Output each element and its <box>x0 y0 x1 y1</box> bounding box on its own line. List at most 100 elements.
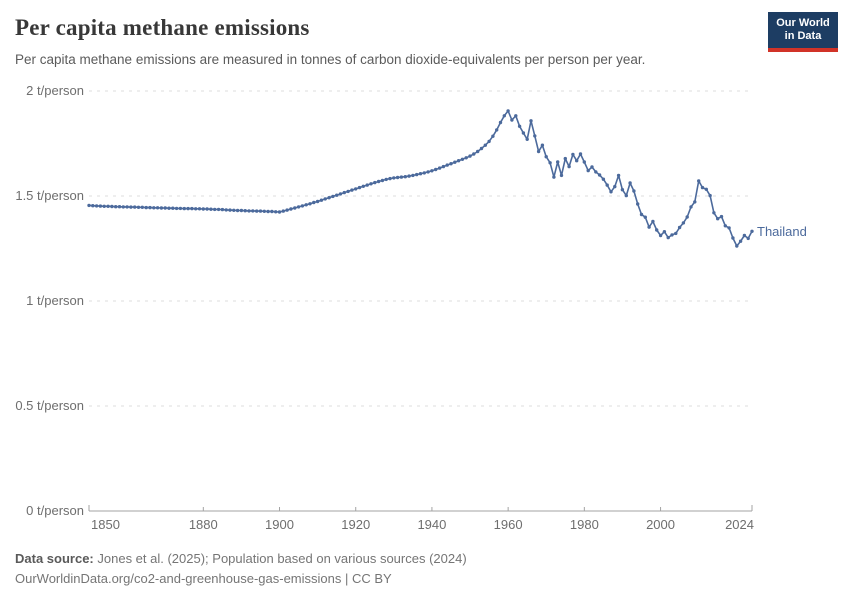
data-point <box>167 206 171 210</box>
x-axis-tick-label: 1940 <box>417 517 447 532</box>
chart-footer: Data source: Jones et al. (2025); Popula… <box>15 549 467 589</box>
data-point <box>639 212 644 217</box>
data-point <box>597 173 602 177</box>
data-point <box>411 173 415 178</box>
data-point <box>136 205 141 209</box>
data-point <box>373 180 377 185</box>
data-point <box>735 244 739 248</box>
data-point <box>293 206 297 210</box>
x-axis-tick-label: 2000 <box>646 517 675 532</box>
data-point <box>239 208 244 213</box>
data-point <box>655 228 659 232</box>
data-point <box>155 206 160 210</box>
data-point <box>453 160 457 164</box>
data-point <box>258 209 263 213</box>
data-point <box>201 207 205 211</box>
data-point <box>133 205 137 209</box>
data-point <box>399 175 404 179</box>
data-point <box>369 182 373 186</box>
owid-logo-red-strip <box>768 48 838 52</box>
data-point <box>700 185 705 190</box>
data-point <box>727 226 731 230</box>
data-point <box>106 204 110 208</box>
data-point <box>338 192 343 196</box>
data-point <box>464 156 468 160</box>
y-axis-tick-label: 0.5 t/person <box>15 398 84 413</box>
data-point <box>152 206 156 210</box>
data-point <box>616 173 621 178</box>
data-point <box>441 164 446 169</box>
data-point <box>567 164 571 169</box>
data-point <box>418 172 423 176</box>
data-point <box>445 163 449 167</box>
data-point <box>521 131 526 135</box>
data-point <box>117 205 122 209</box>
data-point <box>685 215 689 219</box>
data-point <box>506 109 510 113</box>
data-source-line: Data source: Jones et al. (2025); Popula… <box>15 549 467 569</box>
data-point <box>335 193 339 197</box>
data-point <box>430 169 434 173</box>
chart-subtitle: Per capita methane emissions are measure… <box>15 52 646 67</box>
owid-url-line: OurWorldinData.org/co2-and-greenhouse-ga… <box>15 571 392 586</box>
data-point <box>171 206 175 210</box>
data-point <box>350 188 354 192</box>
data-point <box>624 193 628 198</box>
data-point <box>232 208 236 212</box>
data-point <box>571 152 575 157</box>
data-point <box>582 160 586 164</box>
data-point <box>586 168 590 173</box>
data-point <box>148 205 152 210</box>
data-point <box>346 189 350 194</box>
data-point <box>220 207 225 212</box>
x-axis-tick-label: 1920 <box>341 517 371 532</box>
data-point <box>495 128 499 132</box>
data-point <box>255 209 259 213</box>
data-point <box>388 176 392 181</box>
data-point <box>498 120 503 125</box>
data-point <box>651 219 655 224</box>
data-point <box>331 194 335 199</box>
data-point <box>479 146 484 151</box>
data-point <box>87 203 91 208</box>
data-point <box>647 225 651 229</box>
x-axis-tick-label: 2024 <box>725 517 754 532</box>
data-point <box>129 205 133 209</box>
data-point <box>308 202 312 206</box>
data-point <box>723 224 727 228</box>
data-point <box>719 214 724 219</box>
data-point <box>327 196 331 200</box>
data-point <box>434 167 438 172</box>
data-point <box>224 208 228 212</box>
data-point <box>209 207 213 211</box>
data-point <box>476 149 480 154</box>
x-axis-tick-label: 1960 <box>493 517 523 532</box>
data-point <box>243 209 247 213</box>
data-point <box>228 208 232 212</box>
data-point <box>632 189 636 193</box>
data-point <box>437 166 442 170</box>
data-point <box>174 206 179 211</box>
data-point <box>643 215 647 219</box>
data-point <box>289 207 293 211</box>
y-axis-tick-label: 1.5 t/person <box>15 188 84 203</box>
data-point <box>559 173 564 178</box>
data-point <box>140 205 144 209</box>
data-point <box>525 137 529 141</box>
data-point <box>708 193 712 198</box>
data-point <box>216 207 221 212</box>
data-point <box>384 177 388 182</box>
data-point <box>693 200 697 204</box>
data-point <box>357 185 362 190</box>
data-point <box>472 152 476 156</box>
x-axis-tick-label: 1980 <box>569 517 599 532</box>
data-point <box>712 211 716 215</box>
data-point <box>300 204 305 208</box>
data-point <box>697 179 701 183</box>
data-point <box>380 178 385 183</box>
data-point <box>312 200 316 205</box>
data-point <box>182 206 186 211</box>
